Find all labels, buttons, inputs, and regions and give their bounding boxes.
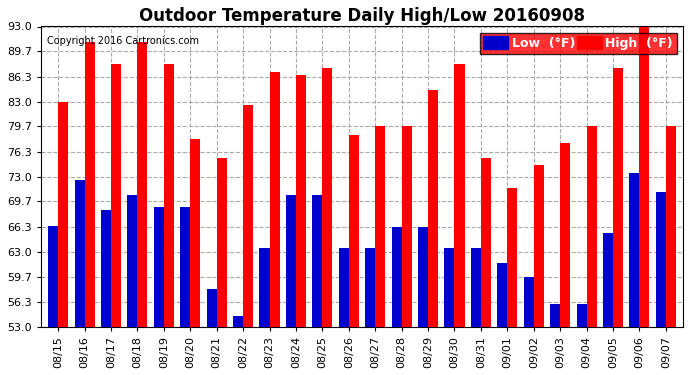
Bar: [444, 248, 455, 327]
Bar: [613, 68, 623, 327]
Bar: [270, 72, 279, 327]
Bar: [586, 126, 597, 327]
Legend: Low  (°F), High  (°F): Low (°F), High (°F): [480, 33, 677, 54]
Bar: [640, 27, 649, 327]
Bar: [428, 90, 438, 327]
Bar: [313, 195, 322, 327]
Bar: [128, 195, 137, 327]
Bar: [550, 304, 560, 327]
Title: Outdoor Temperature Daily High/Low 20160908: Outdoor Temperature Daily High/Low 20160…: [139, 7, 585, 25]
Bar: [666, 126, 676, 327]
Bar: [375, 126, 385, 327]
Bar: [85, 42, 95, 327]
Bar: [243, 105, 253, 327]
Bar: [322, 68, 333, 327]
Bar: [206, 290, 217, 327]
Bar: [471, 248, 481, 327]
Bar: [259, 248, 270, 327]
Bar: [524, 277, 534, 327]
Bar: [349, 135, 359, 327]
Bar: [629, 173, 640, 327]
Bar: [418, 227, 428, 327]
Bar: [455, 64, 464, 327]
Bar: [603, 233, 613, 327]
Bar: [497, 263, 507, 327]
Bar: [656, 192, 666, 327]
Bar: [534, 165, 544, 327]
Bar: [164, 64, 174, 327]
Bar: [217, 158, 227, 327]
Bar: [481, 158, 491, 327]
Bar: [339, 248, 349, 327]
Bar: [180, 207, 190, 327]
Bar: [190, 139, 200, 327]
Text: Copyright 2016 Cartronics.com: Copyright 2016 Cartronics.com: [48, 36, 199, 45]
Bar: [577, 304, 586, 327]
Bar: [75, 180, 85, 327]
Bar: [101, 210, 111, 327]
Bar: [286, 195, 296, 327]
Bar: [560, 143, 570, 327]
Bar: [392, 227, 402, 327]
Bar: [48, 225, 58, 327]
Bar: [365, 248, 375, 327]
Bar: [402, 126, 412, 327]
Bar: [507, 188, 518, 327]
Bar: [154, 207, 164, 327]
Bar: [233, 316, 243, 327]
Bar: [296, 75, 306, 327]
Bar: [111, 64, 121, 327]
Bar: [58, 102, 68, 327]
Bar: [137, 42, 148, 327]
